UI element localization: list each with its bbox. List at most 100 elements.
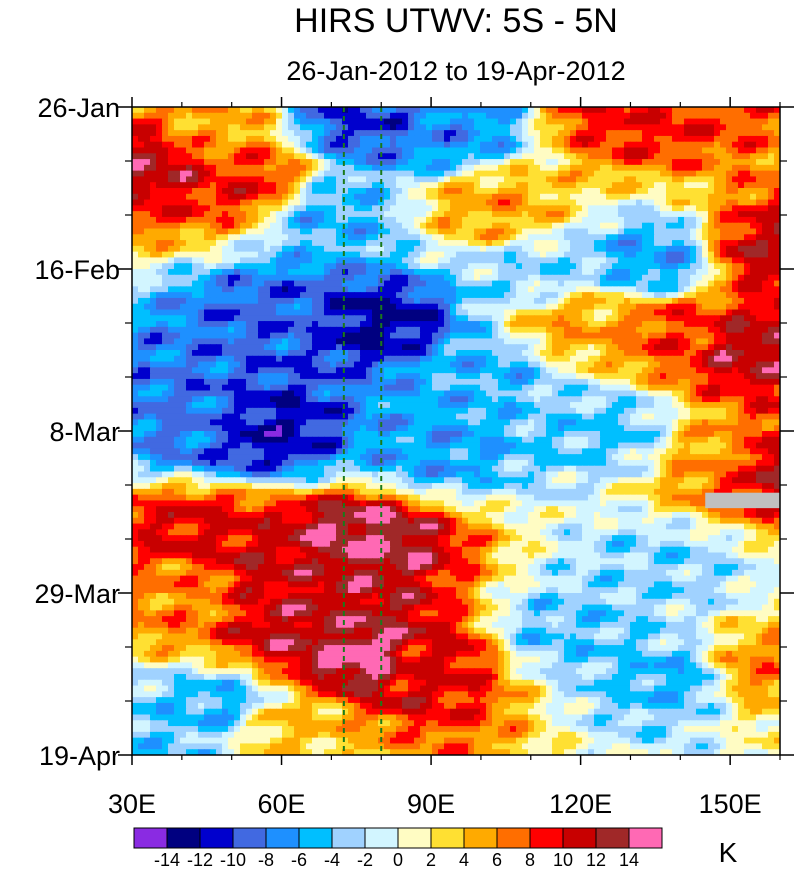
field-cell bbox=[720, 205, 727, 212]
field-cell bbox=[660, 211, 667, 218]
field-cell bbox=[168, 216, 175, 224]
field-cell bbox=[300, 297, 307, 305]
field-cell bbox=[174, 263, 181, 270]
field-cell bbox=[144, 205, 151, 212]
field-cell bbox=[198, 326, 205, 334]
field-cell bbox=[240, 303, 247, 311]
field-cell bbox=[354, 135, 361, 143]
field-cell bbox=[492, 130, 499, 137]
field-cell bbox=[204, 257, 211, 264]
field-cell bbox=[264, 350, 271, 357]
field-cell bbox=[750, 274, 757, 282]
field-cell bbox=[708, 350, 715, 357]
field-cell bbox=[390, 124, 397, 131]
field-cell bbox=[600, 332, 607, 340]
field-cell bbox=[516, 315, 523, 322]
field-cell bbox=[702, 350, 709, 357]
field-cell bbox=[696, 332, 703, 340]
field-cell bbox=[534, 112, 541, 120]
field-cell bbox=[402, 303, 409, 311]
field-cell bbox=[498, 350, 505, 357]
field-cell bbox=[300, 251, 307, 259]
field-cell bbox=[666, 309, 673, 316]
field-cell bbox=[216, 193, 223, 201]
field-cell bbox=[666, 107, 673, 114]
field-cell bbox=[456, 216, 463, 224]
field-cell bbox=[564, 193, 571, 201]
field-cell bbox=[144, 251, 151, 259]
field-cell bbox=[666, 321, 673, 328]
field-cell bbox=[276, 245, 283, 253]
field-cell bbox=[354, 182, 361, 189]
field-cell bbox=[246, 321, 253, 328]
field-cell bbox=[720, 130, 727, 137]
field-cell bbox=[666, 332, 673, 340]
field-cell bbox=[306, 164, 313, 172]
field-cell bbox=[444, 182, 451, 189]
field-cell bbox=[510, 234, 517, 241]
field-cell bbox=[660, 112, 667, 120]
field-cell bbox=[552, 216, 559, 224]
field-cell bbox=[552, 280, 559, 287]
field-cell bbox=[540, 321, 547, 328]
field-cell bbox=[756, 107, 763, 114]
field-cell bbox=[492, 159, 499, 166]
field-cell bbox=[744, 350, 751, 357]
field-cell bbox=[642, 274, 649, 282]
field-cell bbox=[522, 228, 529, 235]
field-cell bbox=[564, 309, 571, 316]
field-cell bbox=[438, 107, 445, 114]
field-cell bbox=[672, 251, 679, 259]
field-cell bbox=[678, 355, 685, 363]
field-cell bbox=[444, 193, 451, 201]
field-cell bbox=[744, 228, 751, 235]
field-cell bbox=[654, 355, 661, 363]
field-cell bbox=[648, 153, 655, 160]
field-cell bbox=[180, 257, 187, 264]
field-cell bbox=[168, 228, 175, 235]
field-cell bbox=[234, 361, 241, 368]
field-cell bbox=[330, 176, 337, 183]
field-cell bbox=[666, 118, 673, 125]
field-cell bbox=[546, 188, 553, 195]
field-cell bbox=[612, 141, 619, 149]
field-cell bbox=[198, 107, 205, 114]
field-cell bbox=[588, 326, 595, 334]
field-cell bbox=[330, 350, 337, 357]
field-cell bbox=[600, 182, 607, 189]
field-cell bbox=[210, 332, 217, 340]
field-cell bbox=[216, 170, 223, 178]
field-cell bbox=[330, 216, 337, 224]
field-cell bbox=[372, 326, 379, 334]
field-cell bbox=[252, 216, 259, 224]
field-cell bbox=[174, 332, 181, 340]
field-cell bbox=[144, 338, 151, 345]
field-cell bbox=[336, 326, 343, 334]
field-cell bbox=[642, 193, 649, 201]
field-cell bbox=[234, 112, 241, 120]
field-cell bbox=[468, 228, 475, 235]
field-cell bbox=[612, 234, 619, 241]
field-cell bbox=[432, 176, 439, 183]
field-cell bbox=[714, 130, 721, 137]
field-cell bbox=[726, 205, 733, 212]
field-cell bbox=[270, 164, 277, 172]
field-cell bbox=[600, 228, 607, 235]
field-cell bbox=[594, 170, 601, 178]
field-cell bbox=[294, 309, 301, 316]
field-cell bbox=[426, 338, 433, 345]
field-cell bbox=[456, 193, 463, 201]
field-cell bbox=[498, 344, 505, 351]
field-cell bbox=[564, 216, 571, 224]
field-cell bbox=[288, 292, 295, 299]
field-cell bbox=[648, 211, 655, 218]
field-cell bbox=[132, 164, 139, 172]
field-cell bbox=[252, 355, 259, 363]
field-cell bbox=[714, 205, 721, 212]
field-cell bbox=[372, 350, 379, 357]
field-cell bbox=[588, 321, 595, 328]
field-cell bbox=[264, 245, 271, 253]
field-cell bbox=[384, 269, 391, 276]
field-cell bbox=[150, 170, 157, 178]
field-cell bbox=[204, 130, 211, 137]
